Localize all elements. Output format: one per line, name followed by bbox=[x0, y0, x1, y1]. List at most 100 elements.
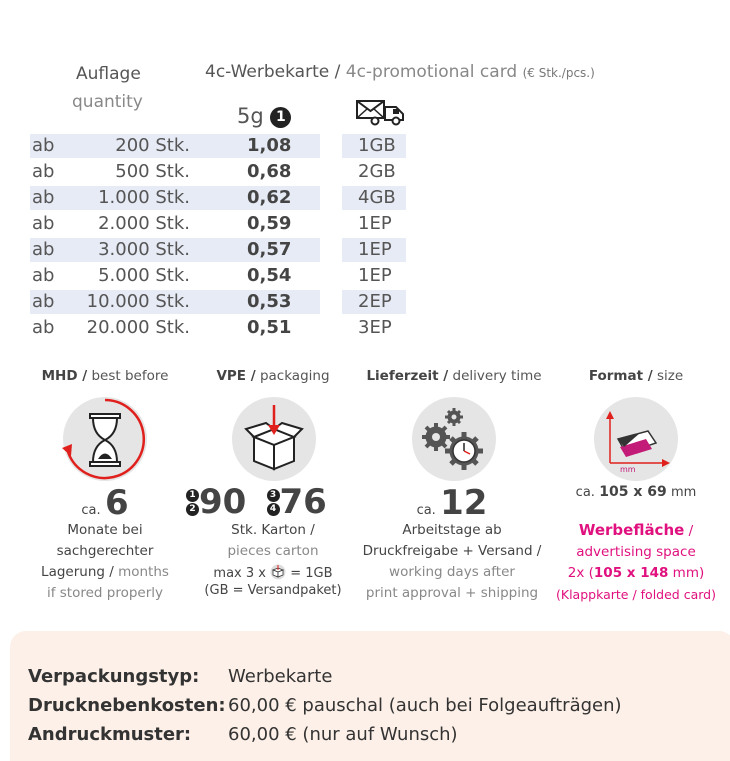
row-quantity: 2.000 Stk. bbox=[98, 213, 190, 234]
mhd-description: Monate bei sachgerechter Lagerung / mont… bbox=[15, 520, 195, 604]
row-prefix: ab bbox=[32, 213, 55, 234]
vpe-line-1: Stk. Karton / bbox=[231, 522, 315, 538]
row-prefix: ab bbox=[32, 291, 55, 312]
advertising-title-slash: / bbox=[684, 523, 694, 539]
vpe-value-a: 90 bbox=[199, 482, 247, 522]
format-size-icon bbox=[606, 411, 670, 467]
mhd-title-de: MHD / bbox=[41, 368, 88, 384]
price-unit: (€ Stk./pcs.) bbox=[522, 66, 595, 80]
row-quantity: 500 Stk. bbox=[115, 161, 190, 182]
mhd-ca: ca. bbox=[81, 503, 101, 518]
row-shipping: 2EP bbox=[358, 291, 392, 312]
row-price: 1,08 bbox=[247, 135, 292, 156]
detail-packaging: Verpackungstyp: Werbekarte bbox=[28, 666, 332, 687]
hourglass-icon bbox=[62, 398, 146, 480]
mhd-value-line: ca. 6 bbox=[25, 486, 185, 521]
format-unit: mm bbox=[671, 485, 697, 500]
row-shipping: 1EP bbox=[358, 213, 392, 234]
truck-envelope-icon bbox=[356, 100, 404, 126]
box-icon bbox=[244, 405, 304, 471]
table-row: ab 1.000 Stk. 0,62 4GB bbox=[0, 186, 420, 210]
vpe-line-3: max 3 x = 1GB bbox=[186, 564, 360, 584]
format-icon-label: mm bbox=[620, 465, 636, 474]
row-quantity: 20.000 Stk. bbox=[86, 317, 190, 338]
row-price: 0,54 bbox=[247, 265, 292, 286]
advertising-note: (Klappkarte / folded card) bbox=[556, 587, 716, 602]
format-value: 105 x 69 bbox=[599, 484, 667, 500]
detail-proof: Andruckmuster: 60,00 € (nur auf Wunsch) bbox=[28, 724, 458, 745]
table-row: ab 200 Stk. 1,08 1GB bbox=[0, 134, 420, 158]
package-small-icon bbox=[270, 564, 286, 580]
mhd-line-2: sachgerechter bbox=[56, 543, 154, 559]
vpe-title-de: VPE / bbox=[216, 368, 256, 384]
detail-proof-key: Andruckmuster: bbox=[28, 724, 192, 745]
delivery-title: Lieferzeit / delivery time bbox=[364, 368, 544, 384]
vpe-value-b: 76 bbox=[279, 482, 327, 522]
row-quantity: 1.000 Stk. bbox=[98, 187, 190, 208]
gears-clock-icon bbox=[422, 408, 483, 470]
vpe-badge-3: 3 bbox=[266, 489, 280, 502]
weight-column-header: 5g 1 bbox=[237, 104, 292, 128]
delivery-line-1: Arbeitstage ab bbox=[402, 522, 502, 538]
vpe-line-2: pieces carton bbox=[227, 543, 319, 559]
format-size-line: ca. 105 x 69 mm bbox=[556, 482, 716, 503]
row-shipping: 2GB bbox=[358, 161, 396, 182]
row-price: 0,68 bbox=[247, 161, 292, 182]
detail-costs-value: 60,00 € pauschal (auch bei Folgeaufträge… bbox=[228, 695, 622, 716]
delivery-title-en: delivery time bbox=[448, 368, 542, 384]
details-panel bbox=[10, 631, 730, 761]
row-band bbox=[342, 134, 406, 158]
product-name-en: 4c-promotional card bbox=[345, 62, 518, 82]
advertising-size: 2x (105 x 148 mm) bbox=[546, 563, 726, 584]
vpe-badge-1: 1 bbox=[186, 489, 199, 502]
row-prefix: ab bbox=[32, 161, 55, 182]
vpe-title-en: packaging bbox=[255, 368, 330, 384]
detail-proof-value: 60,00 € (nur auf Wunsch) bbox=[228, 724, 458, 745]
row-prefix: ab bbox=[32, 317, 55, 338]
detail-costs-key: Drucknebenkosten: bbox=[28, 695, 226, 716]
table-row: ab 3.000 Stk. 0,57 1EP bbox=[0, 238, 420, 262]
mhd-line-3-en: months bbox=[113, 564, 169, 580]
mhd-line-4: if stored properly bbox=[46, 585, 164, 601]
product-header: 4c-Werbekarte / 4c-promotional card (€ S… bbox=[205, 62, 595, 82]
mhd-title: MHD / best before bbox=[25, 368, 185, 384]
mhd-line-3-de: Lagerung / bbox=[41, 564, 114, 580]
table-row: ab 10.000 Stk. 0,53 2EP bbox=[0, 290, 420, 314]
advertising-space: Werbefläche / advertising space 2x (105 … bbox=[546, 520, 726, 605]
delivery-title-de: Lieferzeit / bbox=[366, 368, 449, 384]
delivery-ca: ca. bbox=[416, 503, 436, 518]
row-price: 0,62 bbox=[247, 187, 292, 208]
delivery-value: 12 bbox=[440, 483, 488, 523]
advertising-title-en: advertising space bbox=[576, 544, 696, 560]
row-band bbox=[30, 238, 320, 262]
delivery-line-2: Druckfreigabe + Versand / bbox=[362, 543, 542, 559]
row-prefix: ab bbox=[32, 187, 55, 208]
mhd-line-3: Lagerung / months bbox=[15, 562, 195, 583]
table-row: ab 500 Stk. 0,68 2GB bbox=[0, 160, 420, 184]
vpe-badges-a: 1 2 bbox=[186, 488, 199, 516]
format-title-en: size bbox=[652, 368, 684, 384]
row-prefix: ab bbox=[32, 265, 55, 286]
row-price: 0,53 bbox=[247, 291, 292, 312]
detail-costs: Drucknebenkosten: 60,00 € pauschal (auch … bbox=[28, 695, 622, 716]
advertising-title: Werbefläche / bbox=[546, 520, 726, 542]
row-price: 0,57 bbox=[247, 239, 292, 260]
vpe-title: VPE / packaging bbox=[193, 368, 353, 384]
row-band bbox=[30, 290, 320, 314]
advertising-size-prefix: 2x ( bbox=[567, 565, 594, 581]
row-price: 0,59 bbox=[247, 213, 292, 234]
row-prefix: ab bbox=[32, 239, 55, 260]
row-quantity: 5.000 Stk. bbox=[98, 265, 190, 286]
mhd-line-1: Monate bei bbox=[67, 522, 143, 538]
advertising-title-de: Werbefläche bbox=[578, 521, 685, 539]
vpe-description: Stk. Karton / pieces carton max 3 x = 1G… bbox=[186, 520, 360, 598]
quantity-label-en: quantity bbox=[72, 92, 143, 112]
row-price: 0,51 bbox=[247, 317, 292, 338]
vpe-line-3a: max 3 x bbox=[213, 566, 266, 581]
weight-label: 5g bbox=[237, 104, 264, 128]
detail-packaging-value: Werbekarte bbox=[228, 666, 333, 687]
product-name-de: 4c-Werbekarte bbox=[205, 62, 330, 82]
vpe-badge-4: 4 bbox=[266, 503, 280, 516]
format-title-de: Format / bbox=[588, 368, 653, 384]
table-row: ab 2.000 Stk. 0,59 1EP bbox=[0, 212, 420, 236]
